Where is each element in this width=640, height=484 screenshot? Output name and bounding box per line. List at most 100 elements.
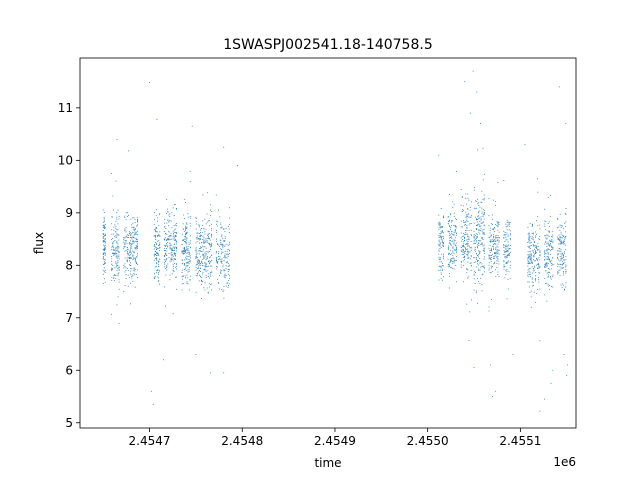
scatter-point <box>227 244 229 246</box>
scatter-point <box>210 204 212 206</box>
scatter-point <box>560 253 562 255</box>
scatter-point <box>102 255 104 257</box>
scatter-point <box>545 221 547 223</box>
scatter-point <box>206 257 208 259</box>
scatter-point <box>461 238 463 240</box>
scatter-point <box>134 221 136 223</box>
scatter-point <box>474 248 476 250</box>
x-tick-label: 2.4550 <box>407 434 449 448</box>
scatter-point <box>223 275 225 277</box>
scatter-point <box>503 230 505 232</box>
scatter-point <box>478 229 480 231</box>
scatter-point <box>102 257 104 259</box>
scatter-point <box>531 224 533 226</box>
scatter-point <box>539 236 541 238</box>
scatter-point <box>460 247 462 249</box>
scatter-point <box>131 238 133 240</box>
scatter-point <box>169 219 171 221</box>
scatter-point <box>134 240 136 242</box>
scatter-point <box>103 240 105 242</box>
scatter-point <box>537 225 539 227</box>
scatter-point <box>116 266 118 268</box>
scatter-point <box>134 233 136 235</box>
scatter-point <box>218 209 220 211</box>
scatter-point <box>547 253 549 255</box>
scatter-point <box>197 267 199 269</box>
scatter-point <box>113 209 115 211</box>
scatter-point <box>185 225 187 227</box>
scatter-point <box>116 242 118 244</box>
scatter-point <box>171 259 173 261</box>
scatter-point <box>452 206 454 208</box>
scatter-point <box>205 247 207 249</box>
y-tick-label: 6 <box>65 363 73 377</box>
scatter-point <box>527 251 529 253</box>
scatter-point <box>483 218 485 220</box>
scatter-point <box>114 279 116 281</box>
scatter-point <box>204 289 206 291</box>
scatter-point <box>103 219 105 221</box>
scatter-point <box>537 249 539 251</box>
scatter-point <box>188 244 190 246</box>
scatter-point <box>562 243 564 245</box>
scatter-point <box>217 243 218 245</box>
scatter-point <box>544 208 546 210</box>
scatter-point <box>448 273 450 275</box>
scatter-point <box>104 224 106 226</box>
scatter-point <box>440 272 442 274</box>
scatter-point <box>441 242 443 244</box>
scatter-point <box>504 254 506 256</box>
scatter-point <box>195 217 197 219</box>
scatter-point <box>220 242 222 244</box>
scatter-point <box>185 242 187 244</box>
scatter-point <box>195 256 197 258</box>
scatter-point <box>505 245 507 247</box>
scatter-point <box>134 246 136 248</box>
scatter-point <box>507 253 509 255</box>
scatter-point <box>559 275 561 277</box>
scatter-point <box>157 252 159 254</box>
scatter-point <box>118 251 120 253</box>
scatter-point <box>497 255 499 257</box>
scatter-point <box>464 246 466 248</box>
scatter-point <box>557 250 559 252</box>
scatter-point <box>494 227 496 228</box>
scatter-point <box>201 283 203 285</box>
scatter-point <box>473 230 475 232</box>
scatter-point <box>478 281 480 283</box>
scatter-point <box>439 235 441 237</box>
scatter-point <box>197 262 199 264</box>
scatter-point <box>481 243 483 245</box>
scatter-point <box>509 239 511 241</box>
scatter-point <box>495 252 497 254</box>
scatter-point <box>550 250 552 252</box>
scatter-point <box>565 269 567 271</box>
scatter-point <box>439 223 441 225</box>
scatter-point <box>488 267 490 269</box>
scatter-point <box>174 239 176 241</box>
scatter-point <box>203 237 205 239</box>
scatter-point <box>208 243 210 245</box>
scatter-point <box>497 274 499 275</box>
scatter-point <box>565 225 567 227</box>
scatter-point <box>438 237 440 239</box>
scatter-point <box>489 239 491 241</box>
scatter-point <box>116 252 118 254</box>
scatter-point <box>112 243 114 245</box>
scatter-point <box>215 238 217 240</box>
scatter-point <box>156 235 158 237</box>
scatter-point <box>460 240 462 242</box>
scatter-point <box>184 277 186 279</box>
scatter-point <box>118 272 120 274</box>
scatter-point <box>547 263 549 265</box>
scatter-point <box>559 269 561 271</box>
scatter-point <box>439 269 441 271</box>
scatter-point <box>527 276 529 278</box>
scatter-point <box>489 255 491 257</box>
scatter-point <box>490 241 492 243</box>
scatter-point <box>469 209 471 211</box>
scatter-point <box>530 241 532 243</box>
scatter-point <box>460 261 462 263</box>
scatter-point <box>477 149 479 151</box>
scatter-point <box>449 231 451 233</box>
